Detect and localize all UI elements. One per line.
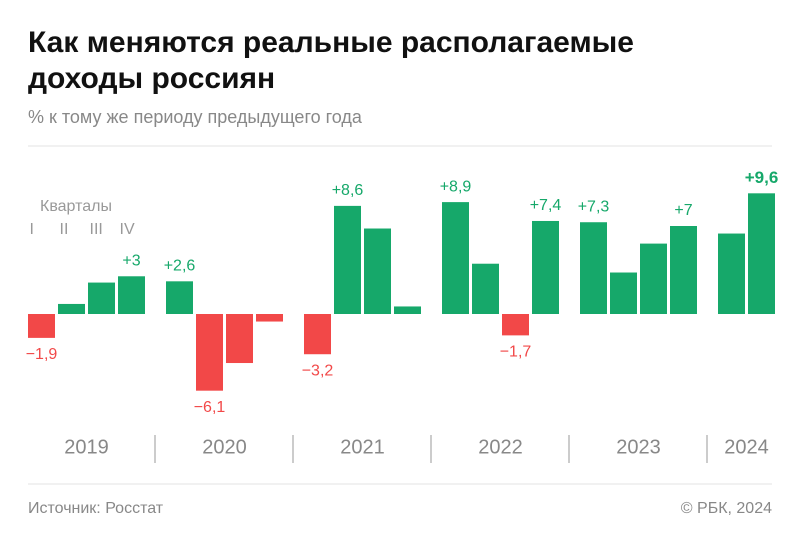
bar (118, 276, 145, 314)
bar (580, 222, 607, 314)
bar (28, 314, 55, 338)
bar (640, 243, 667, 314)
legend-quarter: IV (120, 221, 135, 238)
bar (166, 281, 193, 314)
year-label: 2021 (340, 436, 385, 458)
value-label: −6,1 (194, 399, 226, 416)
bar (364, 228, 391, 314)
bar (610, 272, 637, 314)
bar (394, 306, 421, 314)
chart-subtitle: % к тому же периоду предыдущего года (28, 107, 363, 127)
legend-quarter: III (90, 221, 103, 238)
value-label: +7 (674, 202, 692, 219)
bar (304, 314, 331, 355)
bar (532, 220, 559, 314)
bar (670, 226, 697, 314)
source: Источник: Росстат (28, 500, 164, 517)
year-label: 2022 (478, 436, 523, 458)
value-label: +3 (122, 253, 140, 270)
value-label: +9,6 (745, 168, 779, 187)
legend-quarter: II (60, 221, 69, 238)
chart-title-rest: доходы россиян (28, 62, 275, 95)
bar (502, 314, 529, 336)
legend-quarter: I (30, 221, 34, 238)
value-label: +7,4 (530, 197, 562, 214)
year-label: 2020 (202, 436, 247, 458)
bar (334, 205, 361, 314)
legend-title: Кварталы (40, 198, 112, 215)
year-label: 2024 (724, 436, 769, 458)
value-label: +8,6 (332, 182, 364, 199)
year-label: 2019 (64, 436, 109, 458)
chart-title: Как меняются реальные располагаемые (28, 26, 634, 59)
value-label: +8,9 (440, 178, 472, 195)
bar (256, 314, 283, 322)
year-label: 2023 (616, 436, 661, 458)
bar (718, 233, 745, 314)
copyright: © РБК, 2024 (681, 500, 772, 517)
value-label: −3,2 (302, 362, 334, 379)
bar (442, 202, 469, 314)
bar (748, 193, 775, 314)
value-label: −1,9 (26, 346, 58, 363)
value-label: +2,6 (164, 258, 196, 275)
bar (88, 282, 115, 314)
bar (58, 303, 85, 314)
bar (472, 263, 499, 314)
bar (196, 314, 223, 391)
value-label: +7,3 (578, 198, 610, 215)
bar (226, 314, 253, 364)
value-label: −1,7 (500, 344, 532, 361)
chart-title-line: Как меняются реальные располагаемые доход… (28, 26, 634, 95)
